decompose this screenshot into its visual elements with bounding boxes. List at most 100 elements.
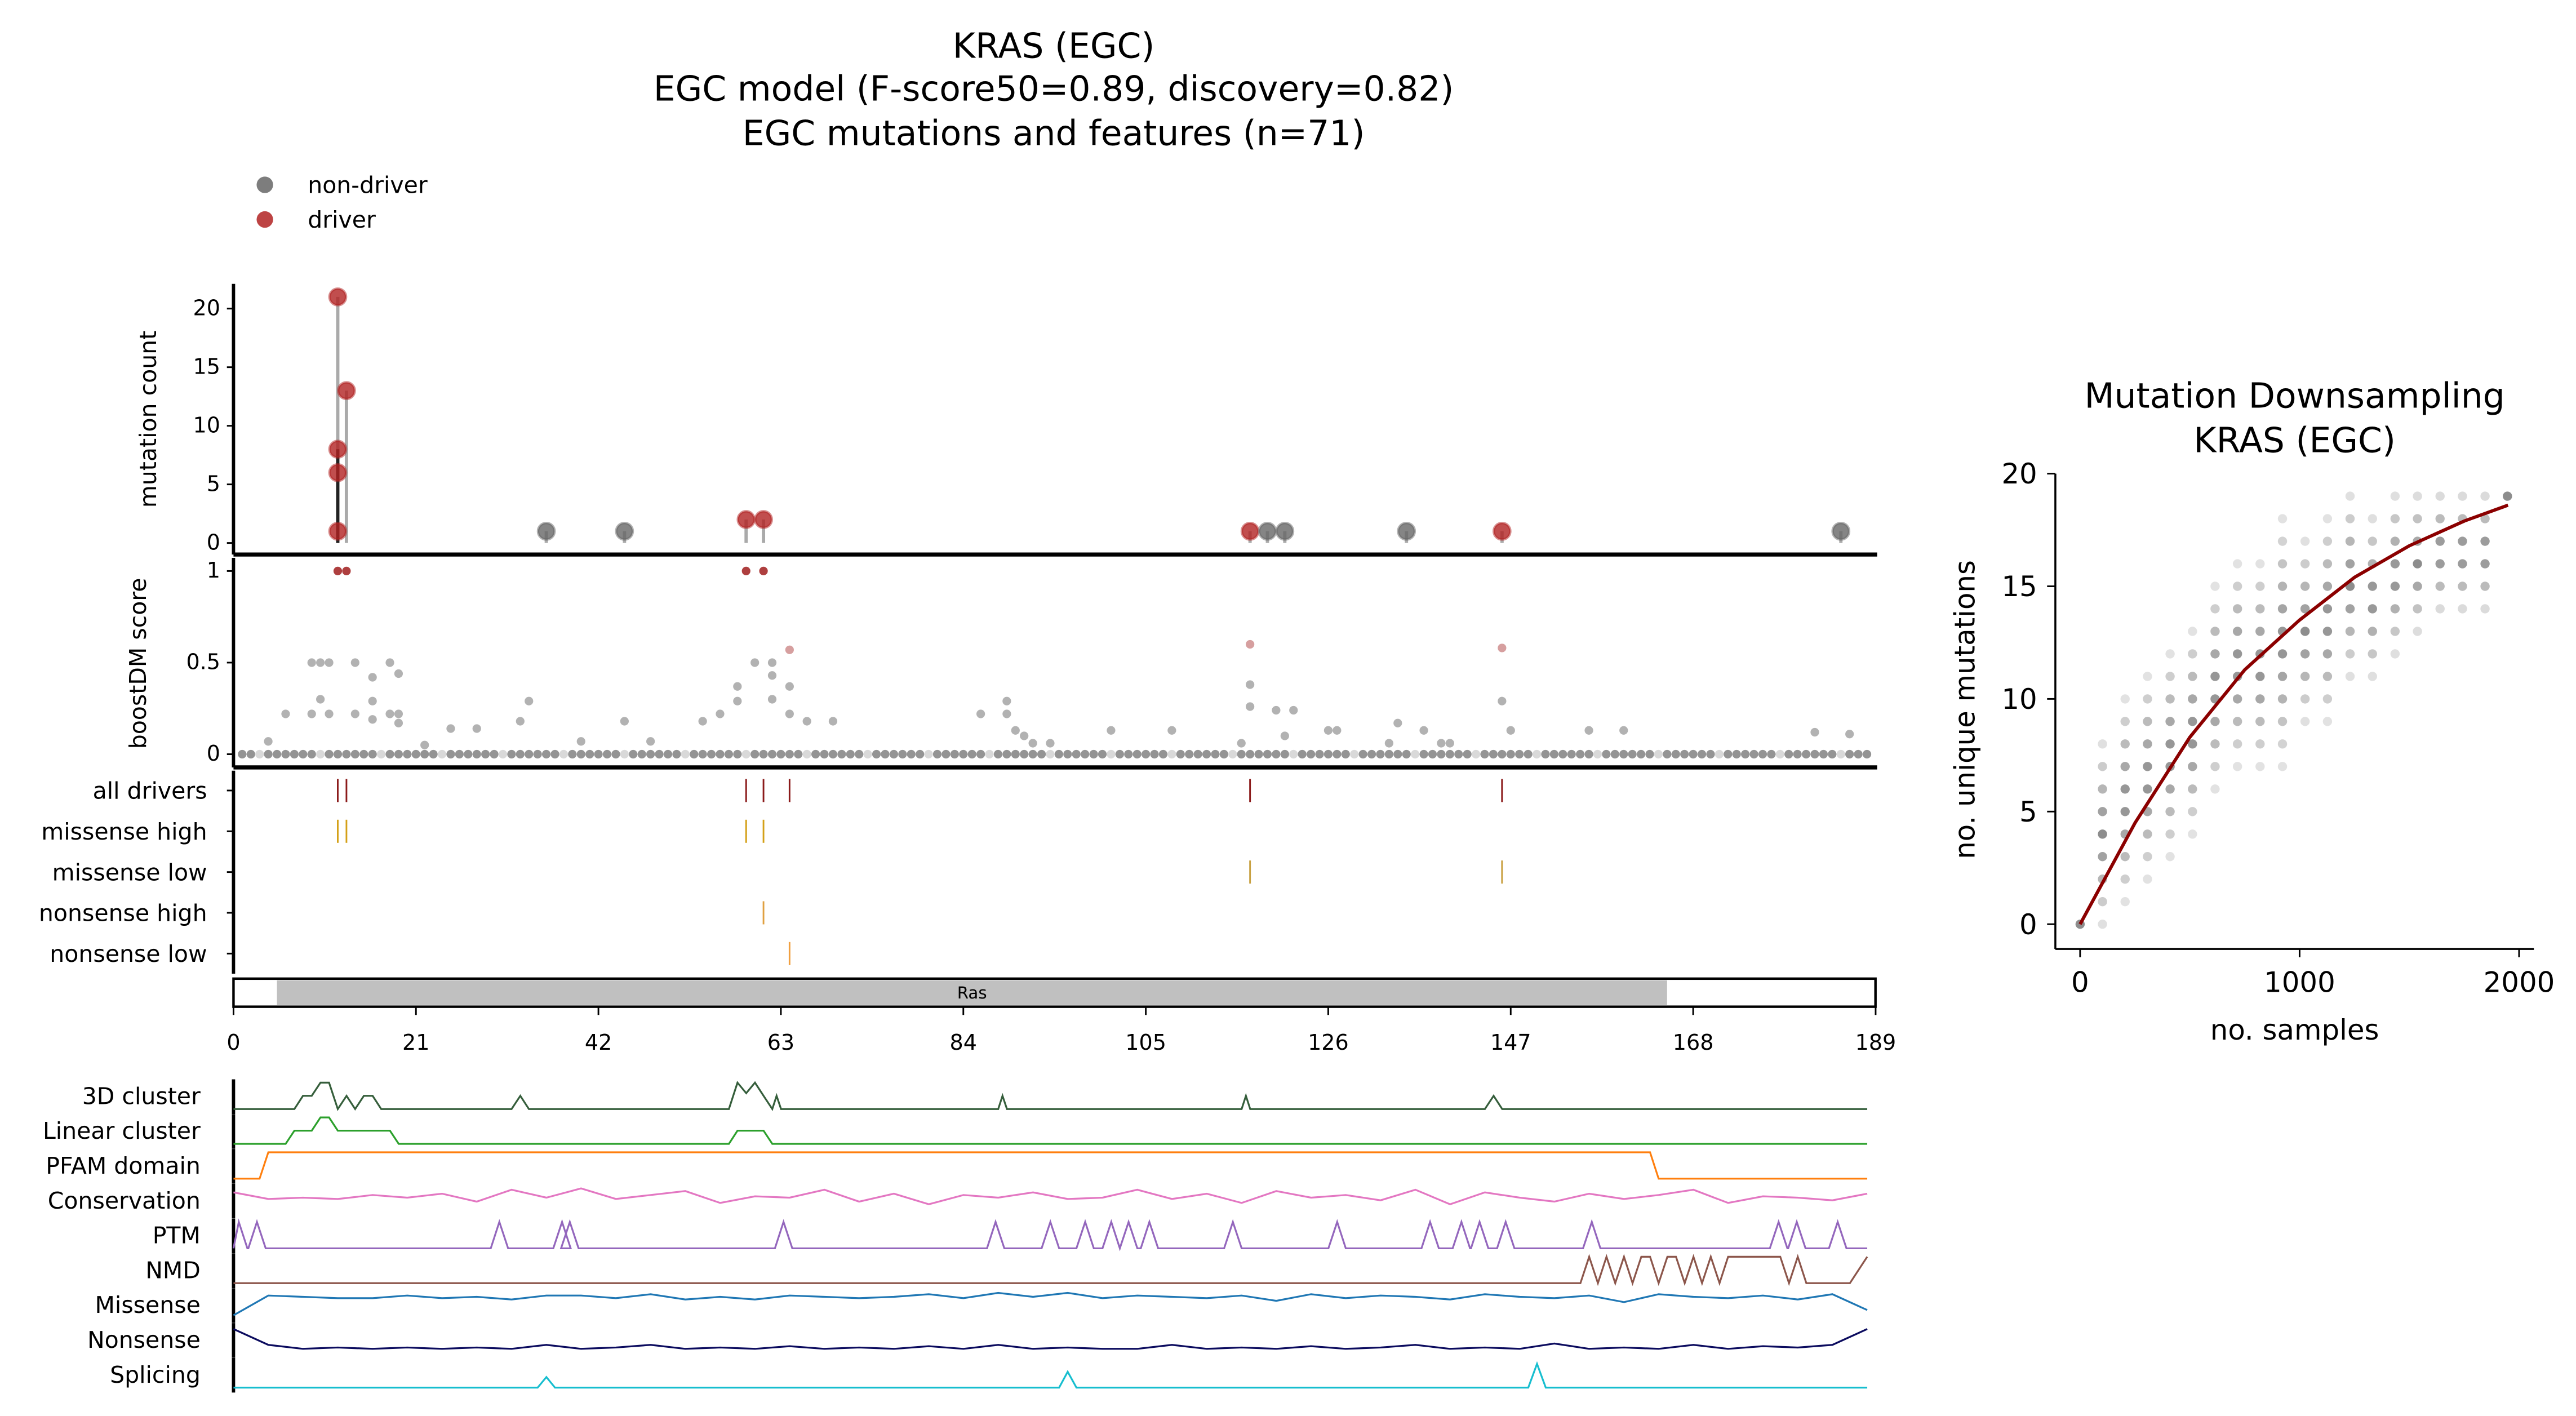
boostdm-point [663, 749, 673, 759]
boostdm-point [550, 749, 559, 759]
downsampling-point [2143, 717, 2152, 726]
downsampling-point [2188, 627, 2197, 636]
boostdm-point [1767, 749, 1776, 759]
boostdm-point [1593, 749, 1602, 759]
downsampling-point [2120, 762, 2130, 771]
downsampling-point [2390, 627, 2400, 636]
boostdm-point [1185, 749, 1194, 759]
boostdm-point [1323, 749, 1333, 759]
driver-point [754, 510, 773, 529]
driver-point [328, 287, 348, 307]
boostdm-point [1784, 749, 1793, 759]
boostdm-point [490, 749, 499, 759]
downsampling-point [2120, 875, 2130, 884]
track-line [233, 1187, 1868, 1205]
driver-point [328, 440, 348, 459]
legend-non-driver-label: non-driver [308, 172, 428, 199]
boostdm-point [872, 749, 881, 759]
boostdm-point [246, 749, 255, 759]
boostdm-driver-point [785, 645, 794, 654]
boostdm-driver-point [1498, 643, 1507, 652]
downsampling-point [2413, 627, 2422, 636]
boostdm-point [1445, 749, 1454, 759]
boostdm-point [316, 749, 325, 759]
boostdm-point [1567, 749, 1576, 759]
boostdm-point [1011, 749, 1020, 759]
domain-track: Ras 0 21 42 63 84 105 126 147 168 189 [226, 977, 1896, 1055]
downsampling-point [2165, 829, 2175, 839]
boostdm-point [620, 749, 629, 759]
downsampling-point [2120, 852, 2130, 862]
boostdm-point [385, 658, 394, 667]
boostdm-point [1454, 749, 1463, 759]
track-label: 3D cluster [82, 1082, 201, 1109]
boostdm-driver-point [1246, 640, 1255, 649]
boostdm-point [1028, 749, 1037, 759]
boostdm-point [350, 658, 359, 667]
boostdm-point [455, 749, 464, 759]
boostdm-point [1289, 705, 1298, 715]
boostdm-point [1628, 749, 1637, 759]
downsampling-point [2188, 762, 2197, 771]
downsampling-point [2322, 672, 2333, 681]
boostdm-point [368, 749, 377, 759]
downsampling-point [2143, 694, 2152, 704]
boostdm-point [1489, 749, 1498, 759]
boostdm-point [941, 749, 951, 759]
boostdm-point [359, 749, 368, 759]
boostdm-point [932, 749, 942, 759]
downsampling-point [2322, 559, 2333, 569]
boostdm-point [950, 749, 959, 759]
downsampling-point [2232, 582, 2242, 591]
downsampling-point [2277, 694, 2288, 704]
boostdm-point [1020, 749, 1029, 759]
downsampling-point [2210, 649, 2220, 659]
downsampling-point [2300, 604, 2310, 614]
boostdm-point [855, 749, 864, 759]
non-driver-point [536, 521, 556, 541]
x-tick-label: 84 [950, 1030, 977, 1055]
boostdm-point [655, 749, 664, 759]
boostdm-point [333, 749, 343, 759]
downsampling-point [2322, 514, 2333, 523]
downsampling-point [2413, 559, 2422, 569]
boostdm-point [446, 749, 455, 759]
track-label: Nonsense [87, 1326, 201, 1353]
boostdm-point [1819, 749, 1828, 759]
boostdm-driver-point [741, 566, 750, 576]
boostdm-point [1367, 749, 1376, 759]
downsampling-point [2368, 604, 2377, 614]
boostdm-point [759, 749, 768, 759]
boostdm-point [576, 749, 585, 759]
feature-row-label: all drivers [93, 778, 207, 805]
boostdm-point [1046, 749, 1055, 759]
feature-ticks-plot: all drivers missense high missense low nons… [39, 770, 1503, 974]
non-driver-point [615, 521, 634, 541]
boostdm-point [368, 673, 377, 682]
downsampling-point [2322, 536, 2333, 546]
boostdm-point [1306, 749, 1316, 759]
boostdm-point [1836, 749, 1845, 759]
downsampling-point [2480, 559, 2490, 569]
boostdm-point [1028, 739, 1037, 748]
boostdm-point [716, 749, 725, 759]
track-label: PTM [153, 1222, 201, 1249]
downsampling-point [2143, 784, 2152, 794]
boostdm-point [350, 749, 359, 759]
downsampling-point [2277, 672, 2288, 681]
boostdm-point [1402, 749, 1411, 759]
boostdm-point [1463, 749, 1472, 759]
boostdm-driver-point [342, 566, 351, 576]
boostdm-point [672, 749, 681, 759]
boostdm-point [1158, 749, 1168, 759]
boostdm-point [976, 749, 985, 759]
driver-point [328, 463, 348, 482]
downsampling-point [2390, 536, 2400, 546]
boostdm-point [281, 709, 290, 718]
boostdm-point [750, 749, 760, 759]
boostdm-point [1167, 726, 1176, 735]
downsampling-point [2188, 784, 2197, 794]
boostdm-point [1428, 749, 1437, 759]
downsampling-point [2300, 627, 2310, 636]
boostdm-point [1237, 749, 1246, 759]
